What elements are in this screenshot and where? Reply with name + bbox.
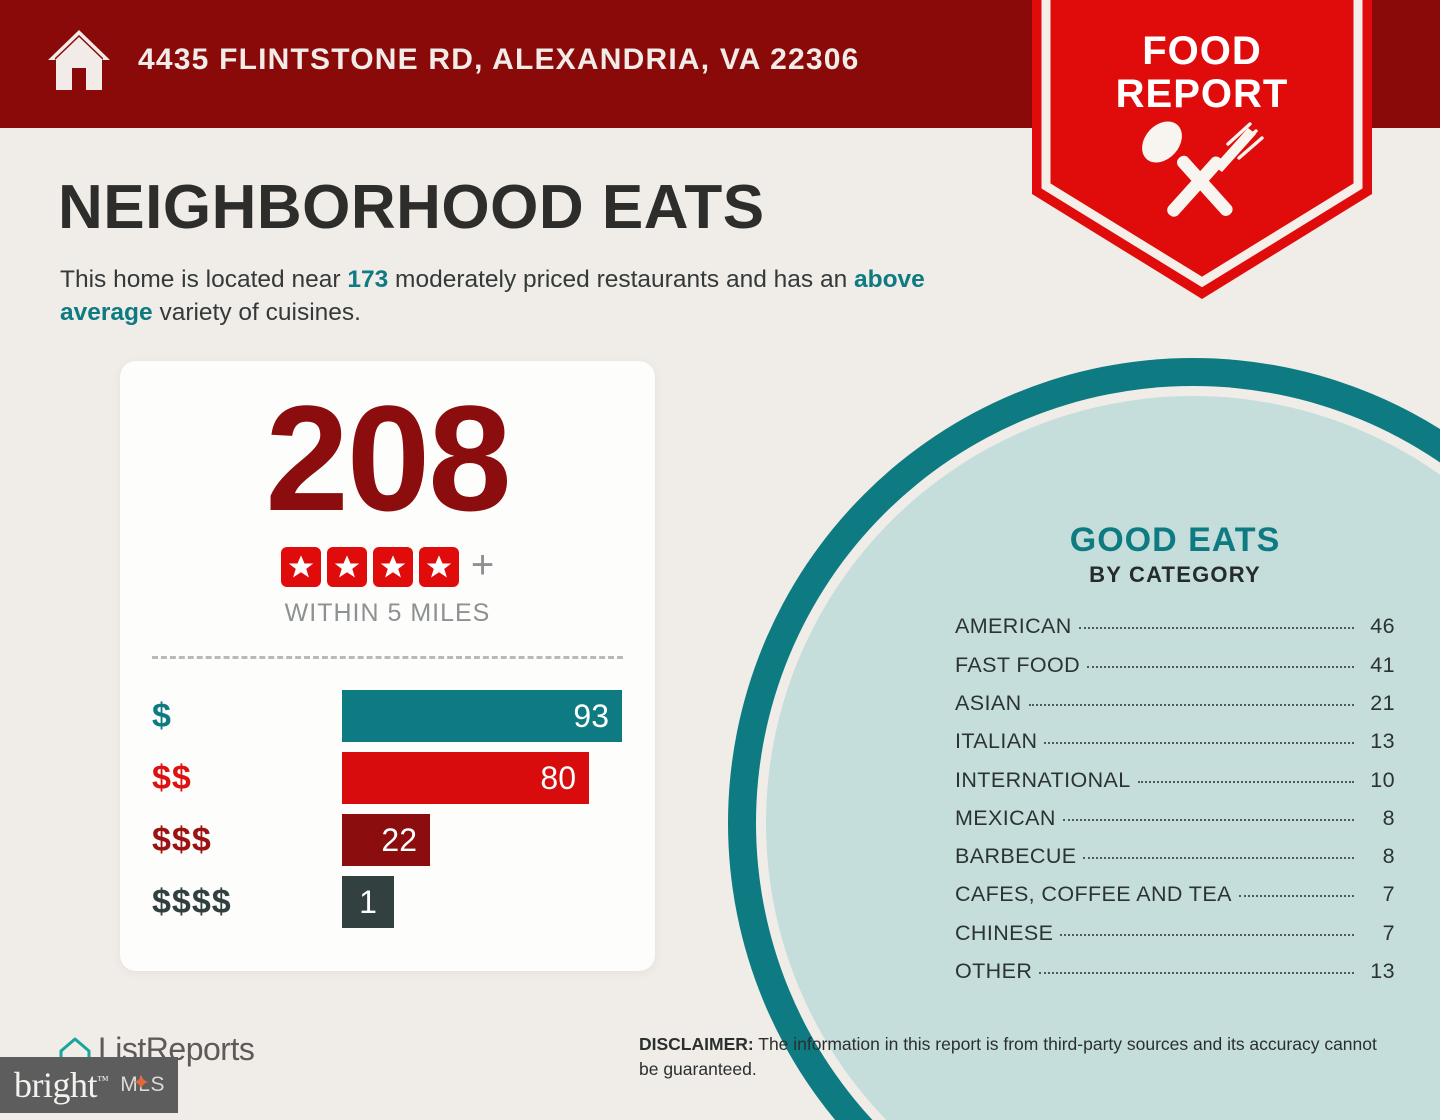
star-icon — [418, 547, 459, 587]
restaurant-total: 208 — [265, 374, 511, 542]
category-name: OTHER — [955, 959, 1033, 984]
category-count: 8 — [1382, 805, 1395, 830]
restaurant-count: 173 — [347, 266, 389, 293]
spark-icon: ✦ — [132, 1070, 150, 1095]
leader-dots — [1078, 627, 1354, 630]
food-report-badge: FOOD REPORT — [1032, 0, 1372, 306]
list-item: MEXICAN 8 — [955, 806, 1395, 844]
bar-value: 1 — [342, 876, 394, 928]
leader-dots — [1060, 933, 1354, 936]
category-count: 21 — [1370, 690, 1395, 715]
subtitle-post: variety of cuisines. — [152, 299, 361, 327]
category-count: 7 — [1382, 920, 1395, 945]
bar-value: 80 — [342, 752, 589, 804]
disclaimer-text: The information in this report is from t… — [639, 1034, 1377, 1080]
list-item: CHINESE 7 — [955, 921, 1395, 959]
category-count: 13 — [1370, 959, 1395, 984]
bright-mls-watermark: bright™ ✦ MLS — [0, 1057, 178, 1113]
bar-label: $ — [152, 696, 172, 735]
home-icon — [46, 28, 112, 92]
category-count: 46 — [1370, 614, 1395, 639]
leader-dots — [1087, 665, 1354, 668]
list-item: BARBECUE 8 — [955, 844, 1395, 882]
category-name: MEXICAN — [955, 805, 1056, 830]
category-count: 41 — [1370, 652, 1395, 677]
category-name: FAST FOOD — [955, 652, 1081, 677]
leader-dots — [1039, 972, 1354, 975]
page-title: NEIGHBORHOOD EATS — [58, 173, 765, 242]
disclaimer-label: DISCLAIMER: — [639, 1034, 754, 1054]
good-eats-subtitle: BY CATEGORY — [1089, 562, 1261, 588]
category-name: ITALIAN — [955, 729, 1038, 754]
good-eats-circle-graphic — [700, 330, 1440, 1120]
star-icon — [280, 547, 321, 587]
bar-label: $$ — [152, 758, 192, 797]
bar-label: $$$ — [152, 820, 212, 859]
leader-dots — [1083, 857, 1354, 860]
category-list: AMERICAN 46 FAST FOOD 41 ASIAN 21 ITALIA… — [955, 614, 1395, 997]
good-eats-panel: GOOD EATS BY CATEGORY AMERICAN 46 FAST F… — [955, 521, 1395, 997]
bar-row: $$$ 22 — [152, 809, 655, 871]
list-item: ASIAN 21 — [955, 691, 1395, 729]
category-name: BARBECUE — [955, 844, 1077, 869]
property-address: 4435 FLINTSTONE RD, ALEXANDRIA, VA 22306 — [138, 43, 860, 76]
disclaimer: DISCLAIMER: The information in this repo… — [639, 1032, 1384, 1083]
category-count: 7 — [1382, 882, 1395, 907]
subtitle-mid: moderately priced restaurants and has an — [388, 266, 854, 293]
list-item: INTERNATIONAL 10 — [955, 768, 1395, 806]
star-rating: + — [120, 543, 655, 587]
bar-row: $ 93 — [152, 685, 655, 747]
star-icon — [326, 547, 367, 587]
category-count: 10 — [1370, 767, 1395, 792]
subtitle-pre: This home is located near — [60, 266, 348, 293]
price-level-bar-chart: $ 93 $$ 80 $$$ 22 $$$$ 1 — [120, 685, 655, 933]
star-icon — [372, 547, 413, 587]
category-name: CHINESE — [955, 920, 1054, 945]
bar-label: $$$$ — [152, 882, 232, 921]
page-subtitle: This home is located near 173 moderately… — [60, 263, 1000, 329]
leader-dots — [1238, 895, 1354, 898]
category-count: 8 — [1382, 844, 1395, 869]
radius-label: WITHIN 5 MILES — [284, 599, 491, 627]
leader-dots — [1044, 742, 1354, 745]
category-name: CAFES, COFFEE AND TEA — [955, 882, 1232, 907]
list-item: CAFES, COFFEE AND TEA 7 — [955, 882, 1395, 920]
list-item: ITALIAN 13 — [955, 729, 1395, 767]
bar-row: $$$$ 1 — [152, 871, 655, 933]
list-item: OTHER 13 — [955, 959, 1395, 997]
category-name: AMERICAN — [955, 614, 1072, 639]
card-divider — [152, 656, 623, 659]
trademark-symbol: ™ — [97, 1073, 109, 1087]
bar-value: 93 — [342, 690, 622, 742]
list-item: AMERICAN 46 — [955, 614, 1395, 652]
mls-brand-text: bright — [14, 1065, 98, 1105]
stat-card: 208 + WITHIN 5 MILES $ 93 $$ 80 $$$ 22 — [120, 361, 655, 971]
leader-dots — [1062, 818, 1354, 821]
variety-emphasis: above average — [60, 266, 925, 327]
category-name: INTERNATIONAL — [955, 767, 1131, 792]
plus-sign: + — [470, 543, 495, 587]
bar-value: 22 — [342, 814, 430, 866]
mls-brand: bright™ ✦ — [14, 1064, 150, 1106]
mls-label: MLS — [120, 1073, 165, 1096]
good-eats-title: GOOD EATS — [1069, 521, 1281, 559]
leader-dots — [1137, 780, 1354, 783]
bar-row: $$ 80 — [152, 747, 655, 809]
leader-dots — [1028, 703, 1354, 706]
category-count: 13 — [1370, 729, 1395, 754]
category-name: ASIAN — [955, 690, 1022, 715]
list-item: FAST FOOD 41 — [955, 653, 1395, 691]
header-content: 4435 FLINTSTONE RD, ALEXANDRIA, VA 22306 — [46, 28, 860, 92]
